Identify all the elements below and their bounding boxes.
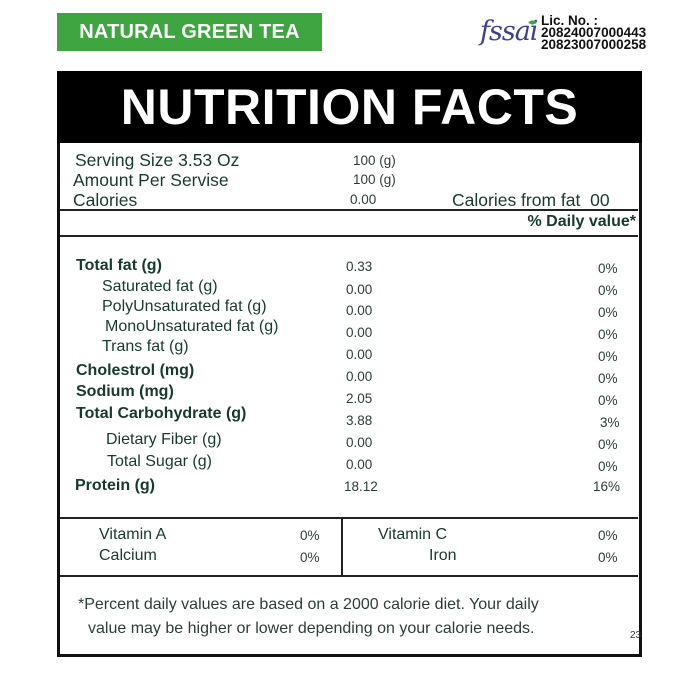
nutrient-amount-dietary-fiber: 0.00 <box>346 435 373 450</box>
nutrient-dv-sodium: 0% <box>598 393 618 408</box>
calories-from-fat: Calories from fat 00 <box>452 190 610 210</box>
nutrient-label-dietary-fiber: Dietary Fiber (g) <box>106 431 222 448</box>
nutrient-dv-total-sugar: 0% <box>598 459 618 474</box>
fssai-logo: fssai <box>480 14 538 54</box>
nutrition-facts-title: NUTRITION FACTS <box>57 71 642 143</box>
calories-value: 0.00 <box>350 192 377 207</box>
nutrient-amount-trans-fat: 0.00 <box>346 347 373 362</box>
vitamin-column-divider <box>341 518 343 575</box>
vitamin-label-vitamin-a: Vitamin A <box>99 526 167 543</box>
nutrient-label-polyunsaturated-fat: PolyUnsaturated fat (g) <box>102 298 267 315</box>
nutrient-amount-monounsaturated-fat: 0.00 <box>346 325 373 340</box>
divider <box>60 235 638 237</box>
nutrient-label-monounsaturated-fat: MonoUnsaturated fat (g) <box>105 318 279 335</box>
nutrient-label-total-carbohydrate: Total Carbohydrate (g) <box>76 405 247 422</box>
nutrient-amount-protein: 18.12 <box>344 479 378 494</box>
nutrient-dv-cholesterol: 0% <box>598 371 618 386</box>
serving-size-label: Serving Size 3.53 Oz <box>75 150 240 170</box>
nutrient-dv-dietary-fiber: 0% <box>598 437 618 452</box>
nutrient-label-total-sugar: Total Sugar (g) <box>107 453 212 470</box>
license-label: Lic. No. : <box>541 13 598 28</box>
nutrient-dv-polyunsaturated-fat: 0% <box>598 305 618 320</box>
amount-per-serving-value: 100 (g) <box>353 172 396 187</box>
vitamin-label-calcium: Calcium <box>99 547 157 564</box>
vitamin-dv-iron: 0% <box>598 550 618 565</box>
nutrient-amount-total-carbohydrate: 3.88 <box>346 413 373 428</box>
footnote-line-2: value may be higher or lower depending o… <box>88 620 535 637</box>
amount-per-serving-label: Amount Per Servise <box>73 170 229 190</box>
calories-label: Calories <box>73 190 138 210</box>
vitamin-label-iron: Iron <box>429 547 457 564</box>
nutrient-dv-monounsaturated-fat: 0% <box>598 327 618 342</box>
nutrient-label-total-fat: Total fat (g) <box>76 257 162 274</box>
nutrition-label <box>57 71 642 657</box>
nutrient-amount-sodium: 2.05 <box>346 391 373 406</box>
nutrient-dv-total-carbohydrate: 3% <box>600 415 620 430</box>
nutrient-label-saturated-fat: Saturated fat (g) <box>102 278 218 295</box>
nutrient-label-trans-fat: Trans fat (g) <box>102 338 189 355</box>
license-number-2: 20823007000258 <box>541 37 647 52</box>
serving-size-value: 100 (g) <box>353 153 396 168</box>
vitamin-dv-vitamin-a: 0% <box>300 528 320 543</box>
license-info: Lic. No. : 20824007000443 20823007000258 <box>541 13 647 52</box>
nutrient-label-cholesterol: Cholestrol (mg) <box>76 362 195 379</box>
divider <box>60 209 638 211</box>
vitamin-label-vitamin-c: Vitamin C <box>378 526 448 543</box>
nutrient-amount-saturated-fat: 0.00 <box>346 282 373 297</box>
divider <box>60 575 638 577</box>
vitamin-dv-vitamin-c: 0% <box>598 528 618 543</box>
daily-value-header: % Daily value* <box>527 213 637 230</box>
nutrient-label-sodium: Sodium (mg) <box>76 383 174 400</box>
divider <box>60 517 638 519</box>
nutrient-amount-polyunsaturated-fat: 0.00 <box>346 303 373 318</box>
vitamin-dv-calcium: 0% <box>300 550 320 565</box>
nutrient-amount-total-fat: 0.33 <box>346 259 373 274</box>
license-number-1: 20824007000443 <box>541 25 647 40</box>
nutrient-dv-trans-fat: 0% <box>598 349 618 364</box>
nutrient-amount-total-sugar: 0.00 <box>346 457 373 472</box>
product-name-badge: NATURAL GREEN TEA <box>57 13 322 51</box>
footnote-line-1: *Percent daily values are based on a 200… <box>78 596 539 613</box>
nutrient-dv-saturated-fat: 0% <box>598 283 618 298</box>
nutrient-label-protein: Protein (g) <box>75 477 155 494</box>
nutrient-dv-protein: 16% <box>593 479 621 494</box>
corner-mark: 23 <box>630 630 642 641</box>
nutrient-amount-cholesterol: 0.00 <box>346 369 373 384</box>
nutrient-dv-total-fat: 0% <box>598 261 618 276</box>
